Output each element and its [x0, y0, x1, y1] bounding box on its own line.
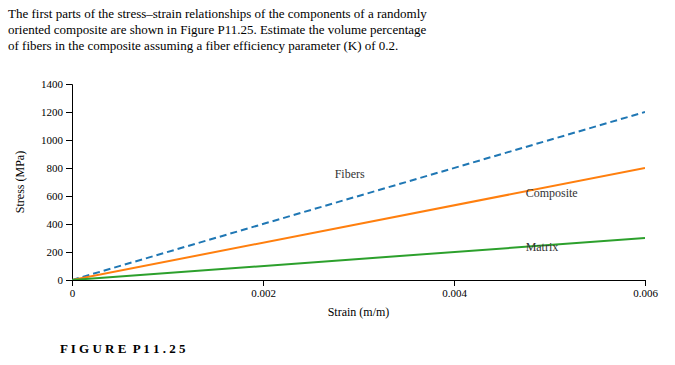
y-axis: 0 200 400 600 800 1000 1200 1400 [41, 78, 73, 286]
tick-label: 0 [70, 287, 76, 299]
annotations: Fibers Composite Matrix [335, 167, 578, 254]
tick: 1200 [41, 106, 72, 118]
tick-label: 1000 [41, 134, 64, 146]
tick: 400 [47, 218, 73, 230]
tick-mark [66, 252, 72, 253]
series-line [72, 112, 645, 280]
tick-mark [263, 280, 264, 286]
annotation: Composite [526, 186, 578, 200]
axis-line [66, 85, 73, 281]
tick: 0 [70, 280, 76, 299]
tick: 600 [47, 190, 73, 202]
tick-label: 800 [47, 162, 64, 174]
plot: 0 0.002 0.004 0.006 0 200 400 600 800 1000 1200 140… [41, 78, 658, 299]
tick-label: 0.002 [251, 287, 276, 299]
series-line [72, 168, 645, 280]
tick-label: 600 [47, 190, 64, 202]
annotation: Fibers [335, 167, 365, 181]
chart: The first parts of the stress–strain rel… [0, 0, 675, 365]
tick-label: 0.006 [633, 287, 658, 299]
series-line [72, 238, 645, 280]
tick-mark [66, 280, 72, 281]
x-axis: 0 0.002 0.004 0.006 [70, 280, 659, 299]
title-line: The first parts of the stress–strain rel… [8, 6, 427, 21]
tick-label: 400 [47, 218, 64, 230]
title-line: of fibers in the composite assuming a fi… [8, 38, 398, 53]
tick-mark [645, 280, 646, 286]
y-axis-title: Stress (MPa) [13, 151, 27, 213]
annotation: Matrix [526, 240, 559, 254]
title-line: oriented composite are shown in Figure P… [8, 22, 427, 37]
caption: F I G U R E P 1 1 . 2 5 [60, 341, 186, 356]
tick-mark [66, 140, 72, 141]
tick: 0.002 [251, 280, 276, 299]
lines [72, 112, 645, 280]
tick-mark [66, 224, 72, 225]
tick: 0.006 [633, 280, 658, 299]
tick-label: 0.004 [442, 287, 467, 299]
tick-label: 0 [58, 274, 64, 286]
x-axis-title: Strain (m/m) [328, 305, 390, 319]
tick-mark [66, 112, 72, 113]
tick: 200 [47, 246, 73, 258]
tick: 1400 [41, 78, 72, 90]
tick-mark [66, 84, 72, 85]
tick-mark [454, 280, 455, 286]
tick-label: 1200 [41, 106, 64, 118]
tick: 0.004 [442, 280, 467, 299]
tick-mark [66, 196, 72, 197]
tick: 0 [58, 274, 73, 286]
tick-label: 200 [47, 246, 64, 258]
tick: 800 [47, 162, 73, 174]
title: The first parts of the stress–strain rel… [8, 6, 427, 53]
tick-label: 1400 [41, 78, 64, 90]
tick: 1000 [41, 134, 72, 146]
tick-mark [66, 168, 72, 169]
axis-line [73, 281, 646, 287]
